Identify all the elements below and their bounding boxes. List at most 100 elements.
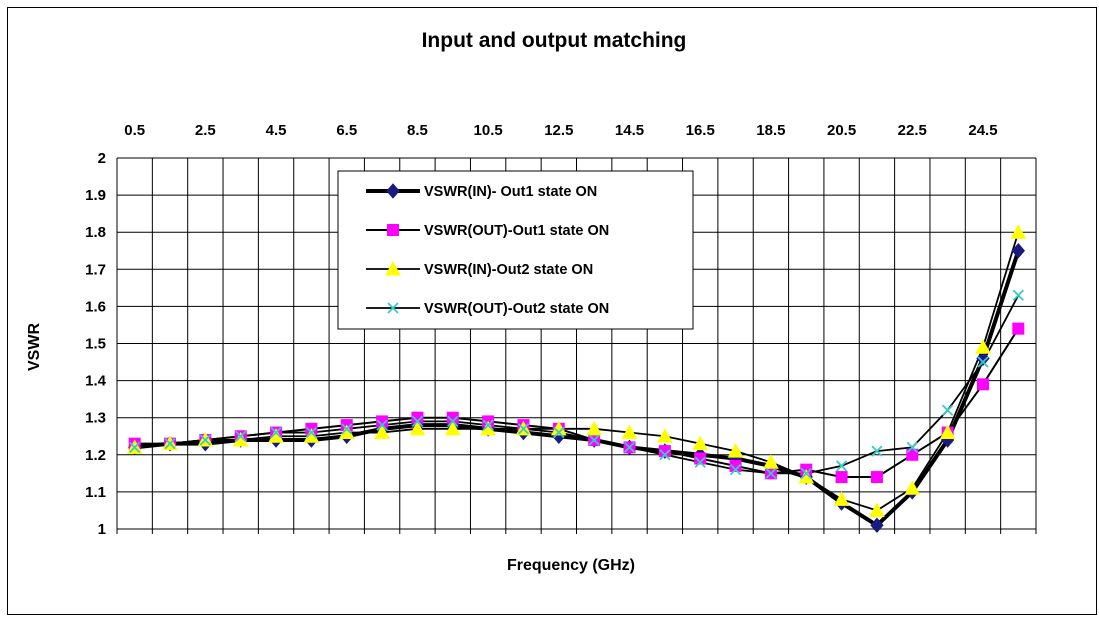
data-point	[869, 502, 885, 517]
data-point	[553, 426, 565, 439]
data-point	[341, 423, 353, 435]
legend-label: VSWR(OUT)-Out1 state ON	[424, 223, 609, 239]
y-tick-label: 1.1	[85, 484, 106, 501]
y-tick-label: 1.9	[85, 187, 106, 204]
x-tick-label: 20.5	[827, 122, 856, 139]
y-tick-label: 1.2	[85, 447, 106, 464]
x-tick-label: 4.5	[266, 122, 287, 139]
legend-label: VSWR(OUT)-Out2 state ON	[424, 301, 609, 317]
data-point	[447, 415, 459, 428]
data-point	[586, 420, 603, 436]
legend-label: VSWR(IN)-Out2 state ON	[424, 262, 593, 278]
data-point	[270, 426, 282, 439]
y-axis-label: VSWR	[26, 323, 43, 371]
data-point	[870, 517, 884, 534]
x-tick-label: 14.5	[615, 122, 644, 139]
series-4-markers	[129, 289, 1024, 479]
data-point	[727, 443, 744, 458]
data-point	[870, 471, 883, 484]
vswr-line-chart: Input and output matching 0.5 2.5 4.5 6.5 8.…	[26, 29, 1037, 574]
data-point	[482, 419, 494, 431]
legend-marker	[385, 260, 401, 276]
x-tick-label: 8.5	[407, 122, 428, 139]
legend: VSWR(IN)- Out1 state ON VSWR(OUT)-Out1 st…	[337, 170, 694, 330]
data-point	[1011, 242, 1025, 259]
y-tick-label: 1.5	[85, 336, 106, 353]
x-axis-label: Frequency (GHz)	[507, 557, 635, 574]
y-tick-label: 1.4	[85, 373, 107, 390]
y-tick-label: 2	[98, 150, 106, 167]
x-tick-label: 18.5	[756, 122, 785, 139]
y-tick-label: 1.7	[85, 261, 106, 278]
legend-marker	[387, 302, 399, 314]
data-point	[694, 452, 707, 465]
x-tick-label: 6.5	[336, 122, 357, 139]
data-point	[694, 456, 706, 468]
data-point	[374, 424, 390, 440]
x-tick-label: 16.5	[686, 122, 715, 139]
data-point	[659, 449, 671, 461]
data-point	[800, 467, 812, 479]
data-point	[376, 419, 388, 431]
legend-marker	[387, 224, 399, 236]
data-point	[446, 411, 459, 424]
legend-item: VSWR(OUT)-Out1 state ON	[366, 223, 609, 239]
x-tick-label: 24.5	[968, 122, 997, 139]
data-point	[588, 434, 600, 446]
data-point	[904, 480, 921, 495]
data-point	[164, 438, 176, 450]
y-tick-label: 1.6	[85, 298, 106, 315]
chart-title: Input and output matching	[422, 29, 687, 52]
x-tick-label: 22.5	[898, 122, 927, 139]
x-tick-labels: 0.5 2.5 4.5 6.5 8.5 10.5 12.5 14.5 16.5 18.5 20.5 2…	[124, 122, 997, 139]
legend-item: VSWR(OUT)-Out2 state ON	[366, 301, 609, 317]
data-point	[871, 445, 883, 457]
plot-area	[126, 224, 1027, 534]
data-point	[199, 434, 212, 446]
data-point	[906, 448, 919, 461]
data-point	[235, 430, 247, 442]
chart-frame: Input and output matching 0.5 2.5 4.5 6.5 8.…	[7, 7, 1097, 615]
data-point	[1010, 224, 1027, 239]
data-point	[376, 415, 389, 428]
data-point	[835, 460, 848, 472]
data-point	[657, 428, 673, 443]
data-point	[517, 423, 530, 435]
data-point	[621, 424, 638, 440]
data-point	[939, 424, 956, 440]
data-point	[444, 420, 461, 436]
data-point	[835, 471, 848, 484]
data-point	[129, 441, 141, 454]
data-point	[305, 426, 318, 439]
x-tick-label: 2.5	[195, 122, 216, 139]
x-tick-label: 0.5	[124, 122, 145, 139]
data-point	[976, 378, 989, 391]
data-point	[765, 467, 777, 479]
legend-item: VSWR(IN)-Out2 state ON	[366, 260, 593, 278]
data-point	[729, 459, 742, 472]
legend-label: VSWR(IN)- Out1 state ON	[424, 184, 597, 200]
data-point	[941, 404, 954, 416]
data-point	[658, 445, 671, 458]
data-point	[409, 420, 426, 436]
data-point	[411, 415, 424, 428]
data-point	[976, 350, 990, 367]
legend-marker	[386, 183, 400, 199]
data-point	[729, 464, 742, 476]
legend-item: VSWR(IN)- Out1 state ON	[366, 183, 597, 200]
data-point	[906, 441, 918, 454]
y-tick-labels: 1 1.1 1.2 1.3 1.4 1.5 1.6 1.7 1.8 1.9 2	[85, 150, 107, 538]
series-3-markers	[126, 224, 1027, 517]
y-tick-label: 1.3	[85, 410, 106, 427]
data-point	[975, 339, 991, 354]
data-point	[411, 411, 424, 424]
data-point	[692, 435, 709, 451]
data-point	[833, 491, 850, 506]
y-tick-label: 1	[98, 521, 106, 538]
x-tick-label: 12.5	[544, 122, 573, 139]
data-point	[763, 454, 779, 469]
data-point	[623, 441, 636, 454]
data-point	[1012, 289, 1024, 301]
data-point	[977, 356, 989, 368]
x-tick-label: 10.5	[474, 122, 503, 139]
